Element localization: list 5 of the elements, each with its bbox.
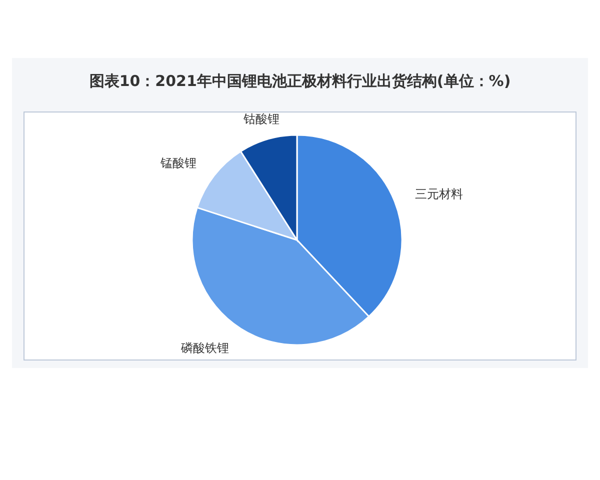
slice-label: 锰酸锂 xyxy=(160,156,197,170)
slice-label: 三元材料 xyxy=(415,187,464,202)
slice-label: 磷酸铁锂 xyxy=(180,341,229,356)
slice-label: 钴酸锂 xyxy=(242,112,280,126)
chart-title: 图表10：2021年中国锂电池正极材料行业出货结构(单位：%) xyxy=(89,72,511,90)
